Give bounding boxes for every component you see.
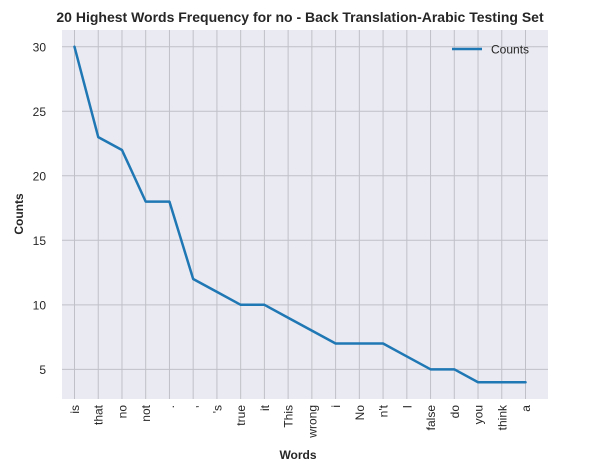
x-tick-label: false: [424, 405, 438, 431]
x-tick-label: I: [400, 405, 414, 408]
x-tick-label: This: [282, 405, 296, 428]
x-tick-label: a: [519, 405, 533, 412]
legend: Counts: [452, 43, 529, 57]
x-tick-label: No: [353, 405, 367, 421]
y-tick-label: 20: [33, 169, 47, 183]
legend-label: Counts: [491, 43, 529, 57]
x-tick-label: no: [115, 405, 129, 419]
x-tick-label: it: [258, 404, 272, 411]
x-tick-label: think: [495, 404, 509, 430]
y-axis-label: Counts: [12, 193, 26, 235]
x-axis-label: Words: [279, 448, 316, 462]
series-line: [73, 45, 527, 384]
y-tick-label: 10: [33, 298, 47, 312]
y-tick-labels: 5 10 15 20 25 30: [33, 40, 47, 377]
x-tick-label: wrong: [305, 405, 319, 439]
x-tick-label: do: [448, 405, 462, 419]
x-tick-label: not: [139, 404, 153, 421]
x-tick-label: true: [234, 405, 248, 426]
series-lines: [73, 45, 527, 384]
x-tick-label: 's: [210, 405, 224, 413]
y-tick-label: 30: [33, 40, 47, 54]
x-tick-label: you: [472, 405, 486, 424]
x-tick-label: that: [92, 404, 106, 425]
y-tick-label: 25: [33, 105, 47, 119]
x-tick-label: ,: [187, 405, 201, 408]
y-tick-label: 5: [39, 363, 46, 377]
chart-title: 20 Highest Words Frequency for no - Back…: [56, 9, 544, 25]
y-tick-label: 15: [33, 234, 47, 248]
plot-area: [62, 30, 548, 399]
grid: [62, 30, 548, 399]
x-tick-label: is: [68, 405, 82, 414]
x-tick-label: .: [163, 405, 177, 408]
x-tick-label: n't: [377, 404, 391, 417]
x-tick-label: i: [329, 405, 343, 408]
